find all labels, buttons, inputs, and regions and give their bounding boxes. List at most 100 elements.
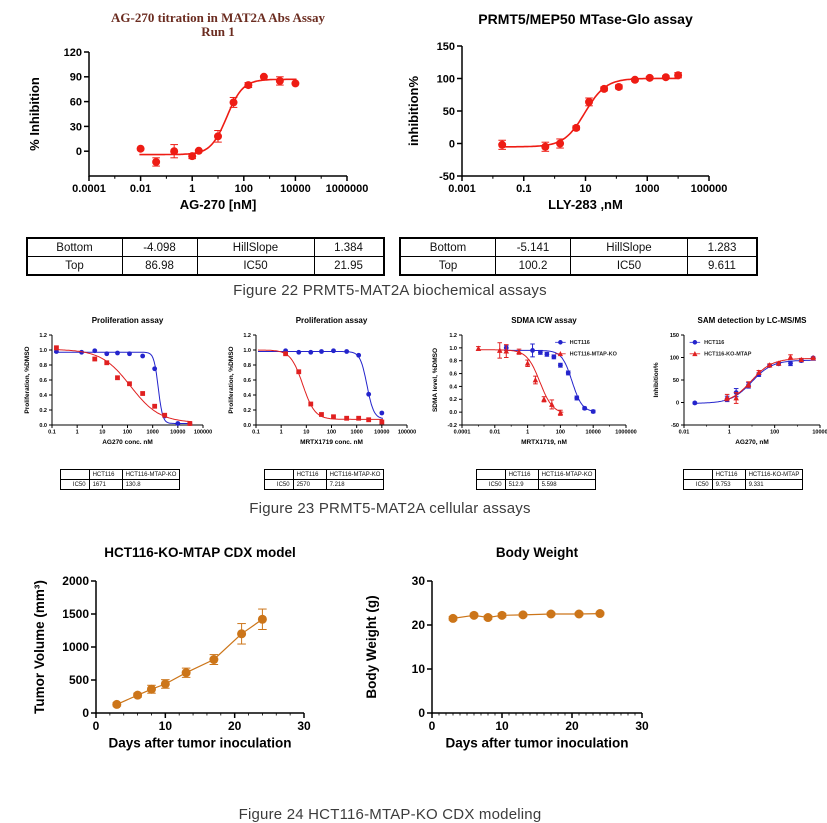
svg-text:1.0: 1.0 xyxy=(39,348,47,354)
svg-text:0.001: 0.001 xyxy=(448,183,476,195)
svg-text:0: 0 xyxy=(676,400,679,406)
svg-text:0.4: 0.4 xyxy=(243,393,252,399)
svg-text:0: 0 xyxy=(93,719,100,733)
svg-text:Proliferation, %DMSO: Proliferation, %DMSO xyxy=(24,346,31,413)
svg-text:HCT116-KO-MTAP CDX model: HCT116-KO-MTAP CDX model xyxy=(104,545,296,560)
svg-text:HCT116-MTAP-KO: HCT116-MTAP-KO xyxy=(570,352,618,358)
svg-text:0.8: 0.8 xyxy=(39,363,47,369)
svg-text:0.1: 0.1 xyxy=(516,183,531,195)
ic50-table-proliferation-mrtx1719: HCT116 HCT116-MTAP-KO IC50 2570 7.218 xyxy=(263,469,385,490)
svg-text:MRTX1719 conc. nM: MRTX1719 conc. nM xyxy=(300,439,363,446)
plot-mtase-glo-assay: -50 0 50 100 150 0.001 0.1 10 1000 100000 PRMT5/ME… xyxy=(406,11,727,212)
figure-22-panels: 0 30 60 90 120 0.0001 0.01 1 100 10000 1000000 AG-2… xyxy=(0,0,827,276)
chart-block-tumor-volume: 0 500 1000 1500 2000 0 10 20 30 HCT116-KO-MTAP CD… xyxy=(30,533,332,778)
svg-text:100: 100 xyxy=(670,355,679,361)
svg-text:1.2: 1.2 xyxy=(243,333,251,339)
svg-text:0.6: 0.6 xyxy=(39,378,47,384)
svg-text:20: 20 xyxy=(228,719,242,733)
svg-text:100: 100 xyxy=(556,430,565,436)
svg-text:90: 90 xyxy=(70,72,82,84)
svg-text:10: 10 xyxy=(579,183,591,195)
svg-text:500: 500 xyxy=(69,673,89,687)
svg-text:10000: 10000 xyxy=(280,183,311,195)
svg-text:100: 100 xyxy=(437,73,455,85)
chart-tumor-volume: 0 500 1000 1500 2000 0 10 20 30 HCT116-KO-MTAP CD… xyxy=(30,533,332,778)
svg-text:Body Weight (g): Body Weight (g) xyxy=(364,595,379,698)
svg-text:Days after tumor inoculation: Days after tumor inoculation xyxy=(108,736,291,751)
svg-text:100000: 100000 xyxy=(194,430,212,436)
svg-text:Tumor Volume (mm³): Tumor Volume (mm³) xyxy=(32,580,47,714)
svg-text:0.2: 0.2 xyxy=(449,397,457,403)
svg-text:0.0: 0.0 xyxy=(39,423,47,429)
svg-text:100000: 100000 xyxy=(398,430,416,436)
svg-text:1500: 1500 xyxy=(62,607,89,621)
svg-text:10: 10 xyxy=(99,430,105,436)
svg-text:PRMT5/MEP50 MTase-Glo assay: PRMT5/MEP50 MTase-Glo assay xyxy=(478,11,693,27)
plot-cdx-body-weight: 0 10 20 30 0 10 20 30 Body Weight Days after tumo… xyxy=(364,545,649,751)
svg-text:0: 0 xyxy=(418,706,425,720)
svg-text:0.6: 0.6 xyxy=(449,371,457,377)
svg-text:1000: 1000 xyxy=(635,183,659,195)
svg-text:MRTX1719, nM: MRTX1719, nM xyxy=(521,439,567,446)
svg-text:150: 150 xyxy=(670,333,679,339)
chart-block-proliferation-ag270: 0.0 0.2 0.4 0.6 0.8 1.0 1.2 0.1 1 10 100 1000 10000 1… xyxy=(22,311,218,490)
svg-text:1.2: 1.2 xyxy=(39,333,47,339)
svg-text:0.01: 0.01 xyxy=(130,183,151,195)
figure-24-panels: 0 500 1000 1500 2000 0 10 20 30 HCT116-KO-MTAP CD… xyxy=(0,533,827,778)
figure-22-caption: Figure 22 PRMT5-MAT2A biochemical assays xyxy=(233,282,547,299)
svg-text:AG270, nM: AG270, nM xyxy=(735,439,769,446)
svg-text:0.4: 0.4 xyxy=(39,393,48,399)
svg-text:1000: 1000 xyxy=(351,430,363,436)
svg-text:150: 150 xyxy=(437,41,455,53)
svg-text:-50: -50 xyxy=(439,171,455,183)
ic50-table-proliferation-ag270: HCT116 HCT116-MTAP-KO IC50 1671 130.8 xyxy=(59,469,181,490)
svg-text:10: 10 xyxy=(412,662,426,676)
svg-text:30: 30 xyxy=(635,719,649,733)
chart-block-proliferation-mrtx1719: 0.0 0.2 0.4 0.6 0.8 1.0 1.2 0.1 1 10 100 1000 10000 1… xyxy=(226,311,422,490)
chart-mat2a-abs-assay: 0 30 60 90 120 0.0001 0.01 1 100 10000 1000000 AG-2… xyxy=(25,6,385,235)
plot-sdma-icw-assay: -0.2 0.0 0.2 0.4 0.6 0.8 1.0 1.2 0.0001 0.01 1 100 1… xyxy=(432,316,637,446)
svg-text:HCT116: HCT116 xyxy=(704,340,724,346)
svg-text:Proliferation, %DMSO: Proliferation, %DMSO xyxy=(228,346,235,413)
svg-text:1: 1 xyxy=(189,183,195,195)
svg-text:100: 100 xyxy=(770,430,779,436)
svg-text:Inhibition%: Inhibition% xyxy=(653,362,660,397)
svg-text:1: 1 xyxy=(280,430,283,436)
svg-text:SDMA ICW assay: SDMA ICW assay xyxy=(511,316,577,325)
svg-text:1.0: 1.0 xyxy=(243,348,251,354)
svg-text:0.01: 0.01 xyxy=(489,430,500,436)
svg-text:120: 120 xyxy=(64,47,82,59)
ic50-table-sdma-icw: HCT116 HCT116-MTAP-KO IC50 512.9 5.598 xyxy=(475,469,597,490)
svg-text:20: 20 xyxy=(565,719,579,733)
svg-text:HCT116-KO-MTAP: HCT116-KO-MTAP xyxy=(704,352,752,358)
plot-mat2a-abs-assay: 0 30 60 90 120 0.0001 0.01 1 100 10000 1000000 AG-2… xyxy=(27,10,368,212)
chart-block-mtase-glo: -50 0 50 100 150 0.001 0.1 10 1000 100000 PRMT5/ME… xyxy=(399,6,758,276)
figure-23-caption: Figure 23 PRMT5-MAT2A cellular assays xyxy=(249,500,531,517)
svg-text:LLY-283 ,nM: LLY-283 ,nM xyxy=(548,197,623,212)
svg-text:30: 30 xyxy=(70,121,82,133)
svg-text:0.8: 0.8 xyxy=(449,359,457,365)
svg-text:1000000: 1000000 xyxy=(615,430,636,436)
plot-proliferation-ag270: 0.0 0.2 0.4 0.6 0.8 1.0 1.2 0.1 1 10 100 1000 10000 1… xyxy=(24,316,212,446)
svg-text:Days after tumor inoculation: Days after tumor inoculation xyxy=(445,736,628,751)
svg-text:AG-270 titration in MAT2A Abs: AG-270 titration in MAT2A Abs Assay xyxy=(111,10,325,25)
chart-block-body-weight: 0 10 20 30 0 10 20 30 Body Weight Days after tumo… xyxy=(360,533,672,778)
svg-text:2000: 2000 xyxy=(62,574,89,588)
svg-text:1: 1 xyxy=(76,430,79,436)
svg-text:HCT116: HCT116 xyxy=(570,340,590,346)
svg-text:0.0: 0.0 xyxy=(243,423,251,429)
svg-text:0.1: 0.1 xyxy=(48,430,56,436)
svg-text:50: 50 xyxy=(443,106,455,118)
svg-text:SAM detection by LC-MS/MS: SAM detection by LC-MS/MS xyxy=(698,316,808,325)
svg-text:30: 30 xyxy=(297,719,311,733)
svg-text:Proliferation assay: Proliferation assay xyxy=(92,316,164,325)
svg-text:SDMA level, %DMSO: SDMA level, %DMSO xyxy=(432,348,439,412)
fit-parameters-table-mtase: Bottom -5.141 HillSlope 1.283 Top 100.2 IC50 9.… xyxy=(399,237,758,276)
svg-text:10: 10 xyxy=(303,430,309,436)
svg-text:10: 10 xyxy=(159,719,173,733)
svg-text:20: 20 xyxy=(412,618,426,632)
svg-text:10000: 10000 xyxy=(374,430,389,436)
svg-text:0: 0 xyxy=(76,146,82,158)
svg-text:10000: 10000 xyxy=(170,430,185,436)
svg-text:100: 100 xyxy=(327,430,336,436)
